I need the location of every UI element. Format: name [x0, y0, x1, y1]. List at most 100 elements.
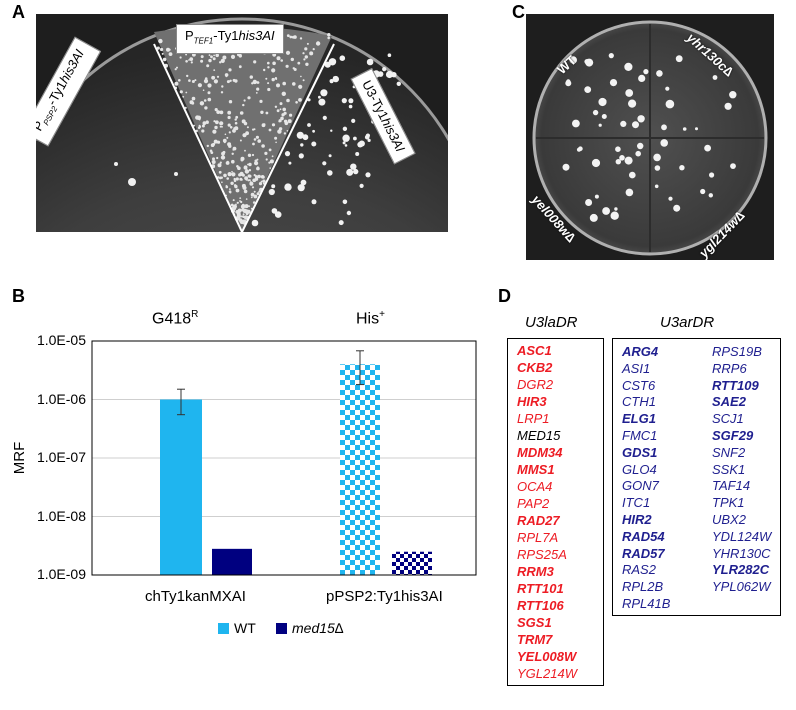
colony-c: [592, 109, 599, 116]
gene-ssk1: SSK1: [712, 461, 746, 477]
colony-a-lawn: [276, 56, 281, 61]
left-list-header: U3laDR: [525, 314, 578, 331]
colony-a-lawn: [232, 129, 236, 133]
colony-a-lawn: [191, 80, 195, 83]
colony-a-lawn: [208, 58, 212, 63]
gene-gon7: GON7: [622, 478, 659, 494]
colony-a-lawn: [249, 75, 253, 79]
gene-ylr282c: YLR282C: [712, 562, 770, 578]
colony-a-lawn: [235, 177, 239, 181]
colony-a-lawn: [249, 181, 254, 186]
colony-a-lawn: [201, 124, 205, 128]
colony-a-lawn: [207, 91, 211, 95]
colony-a-lawn: [235, 115, 239, 119]
colony-a-lawn: [219, 61, 222, 64]
colony-a-lawn: [252, 201, 256, 204]
colony-c: [598, 97, 607, 107]
colony-a-right: [366, 58, 374, 66]
colony-a-lawn: [241, 208, 245, 212]
colony-a-lawn: [278, 120, 281, 123]
colony-a-right: [342, 141, 346, 145]
colony-a-lawn: [244, 149, 246, 152]
colony-a-lawn: [223, 173, 227, 178]
colony-a-lawn: [209, 149, 213, 153]
gene-rtt106: RTT106: [517, 598, 564, 613]
colony-a-right: [300, 143, 304, 147]
colony-a-right: [284, 183, 292, 191]
colony-a-lawn: [234, 79, 238, 83]
colony-a-right: [251, 219, 259, 227]
gene-rad54: RAD54: [622, 528, 665, 544]
colony-a-lawn: [213, 120, 216, 123]
colony-a-lawn: [285, 50, 291, 55]
gene-oca4: OCA4: [517, 479, 553, 494]
colony-a-lawn: [261, 144, 265, 148]
colony-a-lawn: [271, 123, 276, 127]
colony-a-lawn: [212, 157, 215, 161]
colony-a-right: [385, 70, 394, 79]
y-tick-label: 1.0E-05: [36, 332, 86, 348]
colony-c: [654, 165, 661, 171]
colony-a-lawn: [242, 103, 245, 107]
colony-a-lawn: [242, 219, 247, 224]
gene-hir3: HIR3: [517, 394, 547, 409]
colony-a-lawn: [229, 126, 233, 129]
colony-a-lawn: [231, 152, 234, 155]
colony-c: [635, 150, 641, 157]
colony-a-lawn: [227, 172, 232, 177]
colony-a-lawn: [219, 125, 222, 128]
colony-a-lawn: [239, 200, 241, 202]
colony-a-lawn: [239, 111, 244, 115]
colony-a-right: [350, 163, 357, 170]
colony-a-lawn: [257, 139, 261, 143]
colony-a-lawn: [229, 191, 232, 194]
colony-a-lawn: [248, 205, 251, 208]
colony-a-lawn: [235, 188, 240, 193]
colony-a-lawn: [256, 192, 260, 196]
gene-rad27: RAD27: [517, 513, 560, 528]
colony-a-lawn: [250, 192, 255, 197]
colony-a-lawn: [269, 159, 274, 164]
colony-a-lawn: [189, 57, 194, 61]
gene-hir2: HIR2: [622, 512, 652, 527]
colony-a-right: [296, 131, 304, 139]
colony-a-lawn: [267, 87, 271, 92]
colony-a-lawn: [276, 109, 280, 113]
plate-a-colonies: [114, 32, 401, 227]
colony-a-right: [348, 98, 354, 104]
colony-a-lawn: [253, 174, 256, 177]
colony-a-lawn: [293, 68, 297, 71]
chart-error-bars: [177, 350, 364, 416]
colony-a-lawn: [258, 182, 263, 186]
colony-c: [608, 53, 614, 59]
gene-rtt109: RTT109: [712, 377, 759, 393]
colony-a-right: [351, 118, 356, 123]
gene-cst6: CST6: [622, 377, 656, 393]
gene-rpl2b: RPL2B: [622, 579, 664, 595]
colony-a-lawn: [286, 98, 290, 103]
colony-a-lawn: [220, 91, 224, 94]
colony-c: [609, 79, 618, 87]
colony-a-lawn: [207, 97, 212, 102]
colony-a-right: [342, 126, 348, 131]
colony-a-lawn: [303, 58, 306, 61]
colony-a-right: [355, 152, 360, 156]
colony-a-right: [342, 134, 350, 142]
colony-a-right: [377, 71, 384, 77]
colony-c: [614, 207, 618, 211]
colony-a-lawn: [254, 161, 259, 166]
colony-a-right: [271, 184, 276, 189]
group-header-1: G418R: [152, 309, 199, 328]
colony-a-lawn: [260, 180, 263, 183]
colony-a-lawn: [208, 54, 211, 56]
colony-a-lawn: [306, 42, 309, 45]
colony-a-lawn: [283, 132, 287, 135]
colony-a-lawn: [220, 58, 225, 64]
gene-ckb2: CKB2: [517, 360, 553, 375]
colony-a-lawn: [199, 101, 205, 106]
legend-item-wt: WT: [218, 620, 256, 636]
colony-a-lawn: [299, 37, 303, 40]
gene-mdm34: MDM34: [517, 445, 563, 460]
colony-a-lawn: [268, 148, 272, 152]
colony-a-lawn: [248, 162, 252, 167]
